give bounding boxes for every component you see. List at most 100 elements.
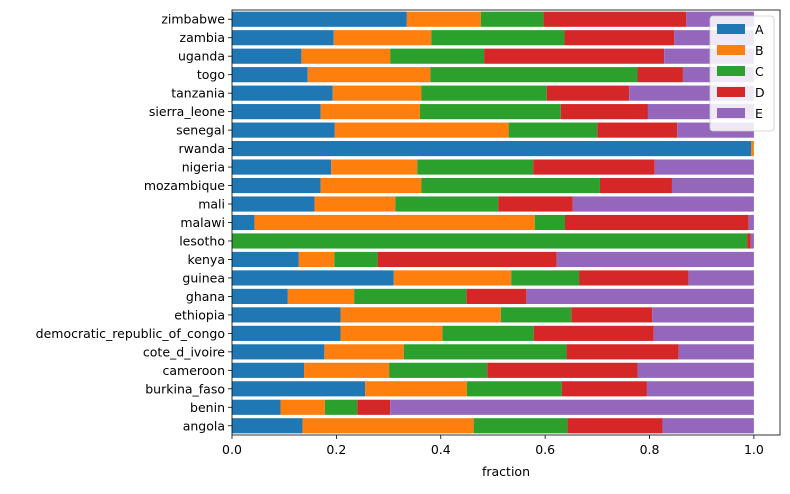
- bar-senegal-D: [597, 122, 678, 138]
- bar-lesotho-C: [232, 233, 748, 249]
- x-tick-label: 0.4: [431, 442, 451, 457]
- y-tick-label: malawi: [180, 215, 225, 230]
- bar-angola-C: [473, 418, 568, 434]
- y-tick-label: burkina_faso: [145, 381, 225, 396]
- bar-mozambique-E: [671, 177, 754, 194]
- y-tick-label: togo: [197, 67, 225, 82]
- bar-kenya-B: [298, 251, 335, 268]
- bar-burkina_faso-B: [365, 381, 467, 397]
- bar-democratic_republic_of_congo-C: [442, 325, 534, 341]
- bar-cote_d_ivoire-E: [678, 344, 754, 360]
- bar-uganda-D: [484, 48, 665, 64]
- bar-malawi-D: [564, 214, 749, 231]
- legend-swatch-E: [717, 108, 745, 118]
- bar-benin-A: [232, 399, 281, 415]
- y-tick-label: ethiopia: [174, 307, 225, 322]
- bar-kenya-D: [377, 251, 557, 268]
- legend-label: E: [755, 106, 763, 121]
- bar-ghana-D: [466, 288, 527, 304]
- bar-democratic_republic_of_congo-B: [340, 325, 443, 341]
- bar-mozambique-D: [599, 177, 672, 194]
- y-tick-label: lesotho: [179, 233, 225, 248]
- bar-tanzania-D: [546, 85, 630, 101]
- bar-cote_d_ivoire-C: [403, 344, 567, 360]
- bar-benin-D: [357, 399, 391, 415]
- bar-mali-E: [572, 196, 754, 212]
- bar-cameroon-A: [232, 362, 305, 378]
- bar-rwanda-B: [751, 141, 754, 157]
- bar-zambia-A: [232, 30, 334, 46]
- bar-zambia-C: [431, 30, 565, 46]
- bar-tanzania-A: [232, 85, 333, 101]
- y-tick-label: angola: [183, 418, 225, 433]
- y-tick-label: tanzania: [171, 86, 225, 101]
- bar-ethiopia-B: [340, 307, 501, 323]
- bar-ghana-A: [232, 288, 288, 304]
- bar-mali-C: [395, 196, 499, 212]
- bar-senegal-A: [232, 122, 335, 138]
- bar-zambia-D: [564, 30, 675, 46]
- y-tick-label: kenya: [188, 252, 225, 267]
- bar-zambia-B: [333, 30, 432, 46]
- bar-democratic_republic_of_congo-E: [653, 325, 754, 341]
- bar-zimbabwe-D: [543, 11, 687, 27]
- legend-label: A: [755, 22, 764, 37]
- bar-cote_d_ivoire-D: [566, 344, 679, 360]
- legend-swatch-B: [717, 45, 745, 55]
- bar-mali-D: [498, 196, 573, 212]
- y-tick-label: cameroon: [163, 363, 225, 378]
- bar-cote_d_ivoire-A: [232, 344, 325, 360]
- bar-burkina_faso-D: [561, 381, 647, 397]
- bar-togo-A: [232, 67, 308, 83]
- plot-frame: [231, 9, 781, 436]
- bar-kenya-C: [334, 251, 378, 268]
- bar-togo-D: [637, 67, 683, 83]
- bar-senegal-C: [508, 122, 598, 138]
- y-tick-label: mali: [198, 197, 225, 212]
- bar-guinea-A: [232, 270, 394, 286]
- bar-nigeria-E: [654, 159, 754, 175]
- bar-togo-C: [430, 67, 638, 83]
- bar-cameroon-B: [304, 362, 390, 378]
- y-tick-label: mozambique: [144, 178, 225, 193]
- bar-nigeria-C: [417, 159, 534, 175]
- bar-guinea-E: [688, 270, 754, 286]
- bar-angola-D: [567, 418, 663, 434]
- y-tick-label: guinea: [182, 270, 225, 285]
- bar-burkina_faso-A: [232, 381, 366, 397]
- bar-cote_d_ivoire-B: [324, 344, 404, 360]
- bar-burkina_faso-C: [466, 381, 562, 397]
- y-tick-label: benin: [190, 400, 225, 415]
- y-tick-label: sierra_leone: [149, 104, 225, 119]
- bar-mozambique-B: [320, 177, 422, 194]
- legend-swatch-A: [717, 24, 745, 34]
- legend-label: C: [755, 64, 764, 79]
- bar-malawi-A: [232, 214, 255, 231]
- bar-sierra_leone-B: [320, 104, 420, 120]
- bar-nigeria-D: [533, 159, 655, 175]
- bar-angola-B: [302, 418, 474, 434]
- x-tick-label: 0.0: [222, 442, 242, 457]
- bar-democratic_republic_of_congo-D: [533, 325, 654, 341]
- bar-ghana-B: [287, 288, 355, 304]
- y-tick-label: rwanda: [178, 141, 225, 156]
- bar-ethiopia-D: [571, 307, 653, 323]
- bar-mozambique-C: [421, 177, 600, 194]
- bar-senegal-B: [334, 122, 509, 138]
- bar-cameroon-C: [389, 362, 488, 378]
- bar-benin-C: [324, 399, 358, 415]
- bar-mali-A: [232, 196, 315, 212]
- bar-nigeria-B: [331, 159, 418, 175]
- legend-label: D: [755, 85, 765, 100]
- bar-cameroon-E: [637, 362, 754, 378]
- bar-sierra_leone-C: [419, 104, 561, 120]
- x-tick-label: 0.6: [535, 442, 555, 457]
- y-tick-label: zimbabwe: [161, 12, 225, 27]
- y-tick-label: nigeria: [182, 160, 225, 175]
- bar-tanzania-B: [332, 85, 422, 101]
- bar-malawi-B: [254, 214, 535, 231]
- bar-angola-E: [662, 418, 754, 434]
- bar-guinea-B: [393, 270, 512, 286]
